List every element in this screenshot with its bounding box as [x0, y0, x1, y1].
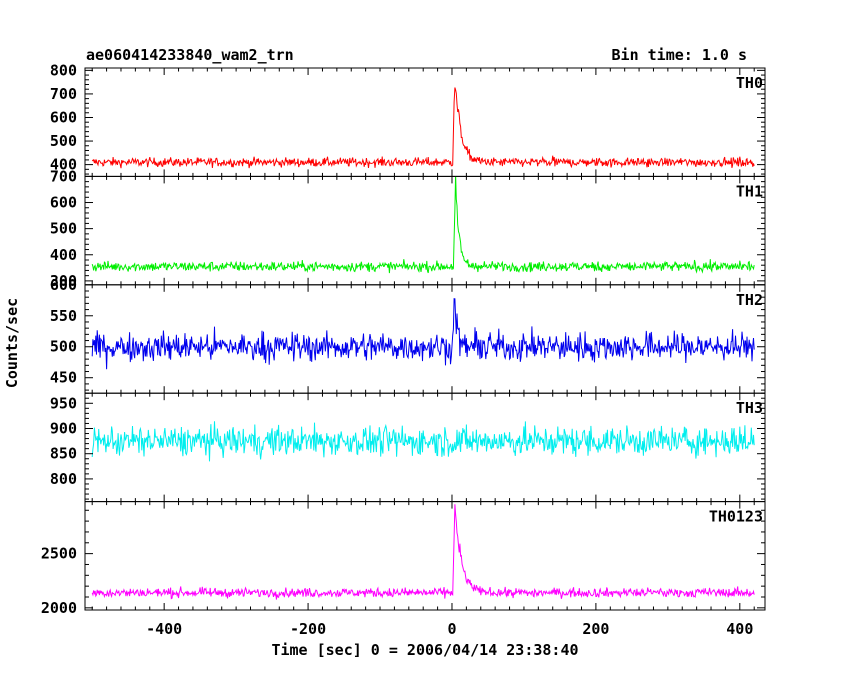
x-tick-label: -400: [146, 620, 182, 638]
y-tick-label: 500: [50, 338, 77, 356]
panel-th2: 450 500 550 600 TH2: [50, 276, 766, 394]
y-tick-label: 800: [50, 470, 77, 488]
panel-frame: [84, 501, 766, 611]
y-tick-label: 600: [50, 194, 77, 212]
y-tick-label: 700: [50, 167, 77, 185]
panel-th3: 800 850 900 950 TH3: [50, 392, 766, 503]
series-th0123: [91, 504, 755, 600]
chart-title: ae060414233840_wam2_trn: [86, 46, 294, 64]
series-th2: [91, 298, 755, 370]
y-tick-label: 950: [50, 394, 77, 412]
x-tick-label: 0: [447, 620, 456, 638]
y-tick-label: 300: [50, 272, 77, 290]
series-th0: [91, 87, 755, 169]
x-axis-label: Time [sec] 0 = 2006/04/14 23:38:40: [271, 641, 578, 659]
panel-label: TH2: [736, 291, 763, 309]
bin-time-label: Bin time: 1.0 s: [612, 46, 747, 64]
y-tick-label: 450: [50, 369, 77, 387]
y-tick-label: 550: [50, 307, 77, 325]
y-tick-label: 600: [50, 276, 77, 294]
panel-th1: 300 400 500 600 700 TH1: [50, 167, 766, 290]
series-th1: [91, 176, 755, 274]
y-tick-label: 600: [50, 108, 77, 126]
y-tick-label: 400: [50, 156, 77, 174]
y-tick-label: 2000: [41, 599, 77, 617]
x-tick-label: -200: [290, 620, 326, 638]
panel-label: TH1: [736, 182, 763, 200]
panel-th0: 400 500 600 700 800 TH0: [50, 61, 766, 177]
y-tick-label: 800: [50, 61, 77, 79]
y-tick-label: 700: [50, 85, 77, 103]
y-tick-label: 400: [50, 246, 77, 264]
panels: 400 500 600 700 800 TH0 300 400 500 600 700 TH1 450 5…: [41, 61, 766, 617]
panel-label: TH3: [736, 399, 763, 417]
y-tick-label: 500: [50, 132, 77, 150]
panel-frame: [84, 67, 766, 177]
y-tick-label: 500: [50, 220, 77, 238]
panel-label: TH0: [736, 74, 763, 92]
panel-label: TH0123: [709, 508, 763, 526]
x-tick-labels: -400 -200 0 200 400: [146, 620, 753, 638]
y-tick-label: 900: [50, 419, 77, 437]
x-tick-label: 400: [726, 620, 753, 638]
x-tick-label: 200: [582, 620, 609, 638]
series-th3: [91, 421, 755, 462]
y-tick-label: 850: [50, 445, 77, 463]
y-tick-label: 2500: [41, 545, 77, 563]
panel-th0123: 2000 2500 TH0123: [41, 501, 766, 617]
y-axis-label: Counts/sec: [3, 298, 21, 388]
